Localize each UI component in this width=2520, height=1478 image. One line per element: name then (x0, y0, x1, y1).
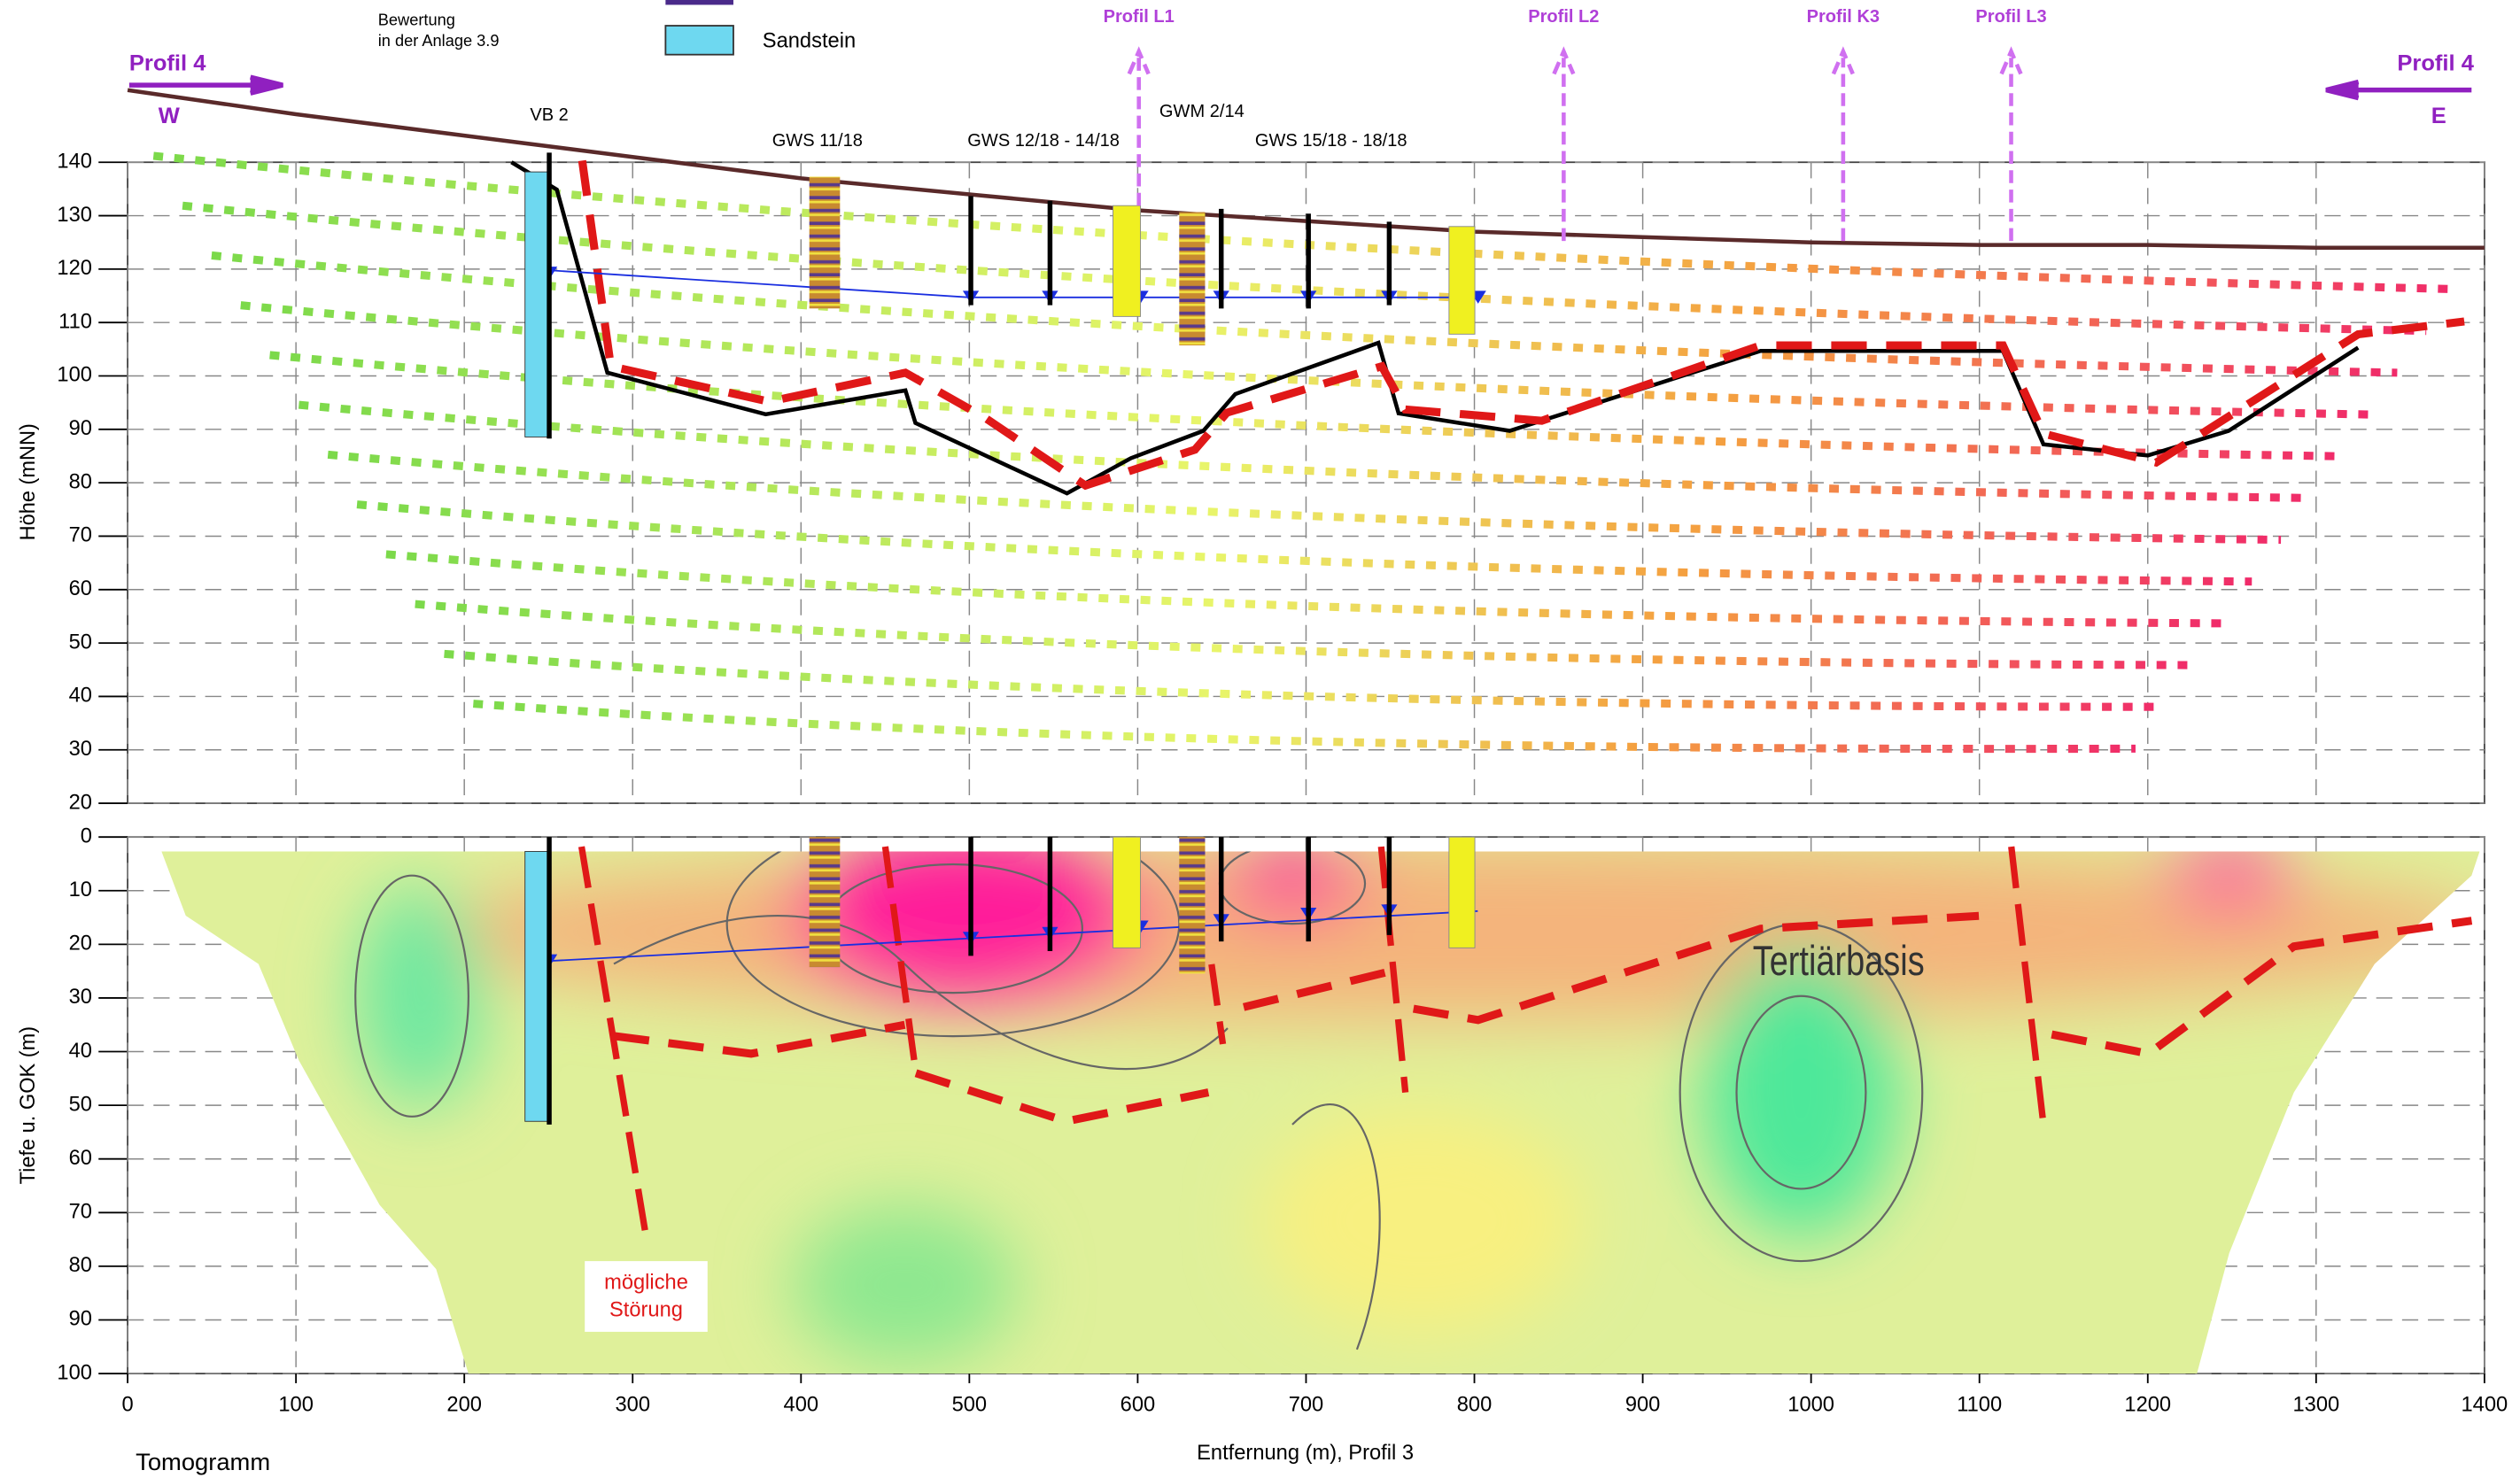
series-line (510, 160, 2360, 496)
y-tick-label: 90 (69, 417, 92, 440)
series-line (578, 159, 2465, 491)
y-tick-label: 100 (57, 364, 92, 387)
x-tick-label: 1400 (2462, 1394, 2508, 1417)
dot-line (240, 301, 2369, 419)
profile-label: Profil L3 (1975, 7, 2046, 27)
borehole-label: GWM 2/14 (1159, 102, 1244, 121)
dot-line (444, 649, 2165, 711)
legend: Bewertung in der Anlage 3.9 Sandstein (378, 0, 856, 56)
y-axis-label: Höhe (mNN) (17, 423, 40, 540)
x-tick-label: 700 (1289, 1394, 1324, 1417)
y-tick-label: 140 (57, 151, 92, 174)
x-tick-label: 900 (1625, 1394, 1661, 1417)
x-tick-label: 400 (784, 1394, 819, 1417)
y-tick-label: 10 (69, 878, 92, 902)
y-tick-label: 60 (69, 577, 92, 600)
direction: W (159, 104, 180, 128)
dot-line (415, 600, 2194, 669)
dot-line (327, 450, 2282, 545)
annotation: Tertiärbasis (1753, 938, 1925, 985)
dot-line (211, 251, 2398, 377)
dot-line (385, 550, 2223, 628)
profile-label: Profil K3 (1807, 7, 1880, 27)
x-tick-label: 1000 (1787, 1394, 1834, 1417)
y-tick-label: 50 (69, 631, 92, 654)
x-tick-label: 1200 (2124, 1394, 2171, 1417)
y-tick-label: 20 (69, 932, 92, 956)
y-tick-label: 70 (69, 524, 92, 547)
tomogram (161, 851, 2480, 1374)
profile-arrow (1999, 46, 2023, 242)
y-tick-label: 30 (69, 738, 92, 761)
y-tick-label: 60 (69, 1147, 92, 1170)
dot-line (473, 700, 2136, 754)
y-tick-label: 80 (69, 470, 92, 493)
legend-text: in der Anlage 3.9 (378, 32, 500, 50)
y-tick-label: 0 (81, 824, 92, 847)
y-tick-label: 120 (57, 257, 92, 280)
x-tick-label: 300 (615, 1394, 650, 1417)
x-tick-label: 200 (446, 1394, 482, 1417)
y-tick-label: 110 (58, 310, 92, 333)
legend-text: Bewertung (378, 11, 455, 28)
x-tick-label: 500 (952, 1394, 988, 1417)
y-tick-label: 90 (69, 1308, 92, 1331)
series-line (613, 911, 2473, 1126)
profile-arrow (1831, 46, 1855, 242)
y-tick-label: 50 (69, 1093, 92, 1116)
profile-arrow (1552, 46, 1576, 242)
profile-label: Profil 4 (129, 50, 206, 75)
y-tick-label: 40 (69, 1040, 92, 1063)
boreholes (524, 152, 1476, 1125)
borehole-label: GWS 15/18 - 18/18 (1255, 131, 1407, 151)
y-axis-label: Tiefe u. GOK (m) (17, 1026, 40, 1184)
annotation: Tomogramm (136, 1448, 270, 1475)
annotation: mögliche (604, 1272, 688, 1295)
borehole-label: GWS 11/18 (772, 131, 863, 151)
dot-line (298, 400, 2310, 502)
direction: E (2431, 104, 2446, 128)
series-line (548, 909, 1478, 963)
dot-line (182, 201, 2427, 336)
y-tick-label: 70 (69, 1201, 92, 1224)
x-tick-label: 100 (278, 1394, 314, 1417)
x-tick-label: 1300 (2292, 1394, 2339, 1417)
profile-label: Profil 4 (2397, 50, 2474, 75)
dot-line (356, 500, 2252, 586)
x-tick-label: 600 (1120, 1394, 1156, 1417)
y-tick-label: 20 (69, 791, 92, 814)
annotation: Störung (609, 1299, 683, 1322)
x-axis-label: Entfernung (m), Profil 3 (1197, 1442, 1414, 1465)
borehole-label: GWS 12/18 - 14/18 (967, 131, 1120, 151)
y-tick-label: 40 (69, 685, 92, 708)
y-tick-label: 30 (69, 986, 92, 1009)
profile-ends: Profil 4 W Profil 4 E (129, 50, 2475, 128)
series-line (578, 846, 2047, 1238)
y-tick-label: 130 (57, 204, 92, 227)
legend-text: Sandstein (763, 29, 856, 52)
profile-arrow (1127, 46, 1151, 206)
x-tick-label: 800 (1457, 1394, 1493, 1417)
profile-label: Profil L1 (1104, 7, 1175, 27)
profile-label: Profil L2 (1528, 7, 1599, 27)
x-tick-label: 0 (121, 1394, 133, 1417)
x-tick-label: 1100 (1957, 1394, 2002, 1417)
y-tick-label: 100 (57, 1361, 92, 1384)
y-tick-label: 80 (69, 1254, 92, 1277)
borehole-label: VB 2 (530, 105, 568, 125)
